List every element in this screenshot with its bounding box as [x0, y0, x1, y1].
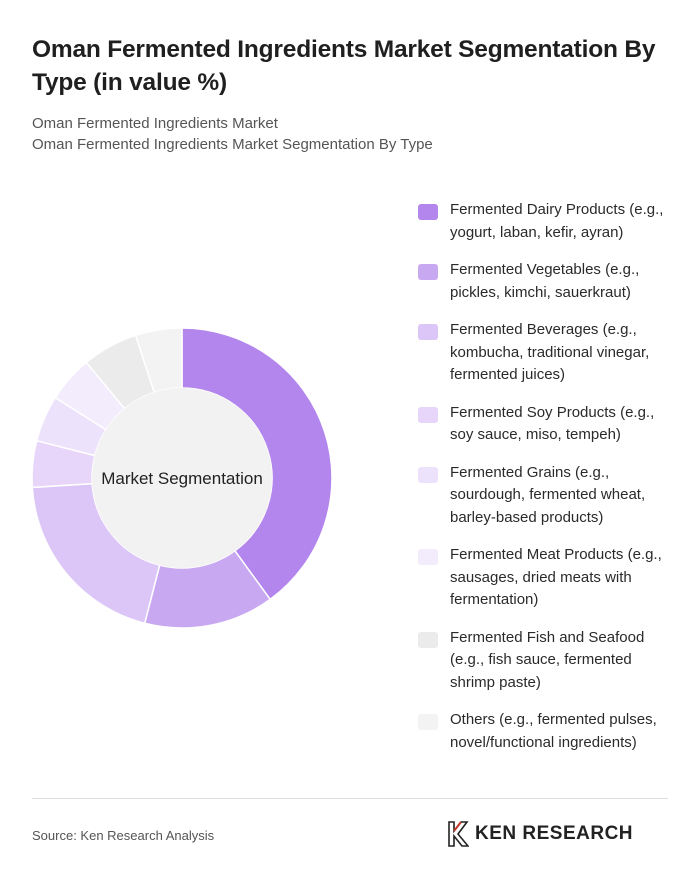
legend-item-5: Fermented Grains (e.g., sourdough, ferme… [418, 462, 678, 530]
legend-label: Fermented Dairy Products (e.g., yogurt, … [450, 201, 664, 241]
legend-swatch [418, 714, 438, 730]
donut-slice-1 [181, 327, 333, 601]
legend-label: Fermented Vegetables (e.g., pickles, kim… [450, 261, 640, 301]
legend-swatch [418, 324, 438, 340]
legend-label: Fermented Meat Products (e.g., sausages,… [450, 546, 662, 608]
legend-label: Fermented Beverages (e.g., kombucha, tra… [450, 321, 650, 383]
legend-swatch [418, 204, 438, 220]
subtitle-line-2: Oman Fermented Ingredients Market Segmen… [32, 136, 433, 153]
ken-research-logo: KEN RESEARCH [447, 821, 633, 847]
footer-divider [32, 798, 668, 799]
legend-item-1: Fermented Dairy Products (e.g., yogurt, … [418, 199, 678, 244]
donut-center [92, 388, 272, 568]
legend-item-6: Fermented Meat Products (e.g., sausages,… [418, 544, 678, 612]
legend-swatch [418, 631, 438, 648]
legend-item-2: Fermented Vegetables (e.g., pickles, kim… [418, 259, 678, 304]
legend-item-7: Fermented Fish and Seafood (e.g., fish s… [418, 627, 678, 695]
source-note: Source: Ken Research Analysis [32, 828, 215, 843]
legend-item-3: Fermented Beverages (e.g., kombucha, tra… [418, 319, 678, 387]
legend-label: Others (e.g., fermented pulses, novel/fu… [450, 711, 657, 751]
chart-legend: Fermented Dairy Products (e.g., yogurt, … [418, 199, 678, 769]
legend-swatch [418, 549, 438, 565]
legend-label: Fermented Soy Products (e.g., soy sauce,… [450, 403, 655, 444]
legend-swatch [418, 466, 438, 483]
donut-center-label: Market Segmentation [101, 469, 263, 488]
ken-research-logo-icon [448, 821, 469, 847]
logo-text: KEN RESEARCH [475, 823, 634, 844]
chart-subtitle: Oman Fermented Ingredients Market Oman F… [32, 113, 672, 155]
legend-swatch [418, 264, 438, 280]
legend-swatch [418, 406, 438, 423]
donut-chart: Market Segmentation [31, 327, 333, 629]
legend-label: Fermented Grains (e.g., sourdough, ferme… [450, 463, 646, 526]
legend-item-4: Fermented Soy Products (e.g., soy sauce,… [418, 402, 678, 447]
chart-title: Oman Fermented Ingredients Market Segmen… [32, 36, 656, 96]
legend-item-8: Others (e.g., fermented pulses, novel/fu… [418, 709, 678, 754]
subtitle-line-1: Oman Fermented Ingredients Market [32, 115, 278, 132]
legend-label: Fermented Fish and Seafood (e.g., fish s… [450, 628, 645, 691]
